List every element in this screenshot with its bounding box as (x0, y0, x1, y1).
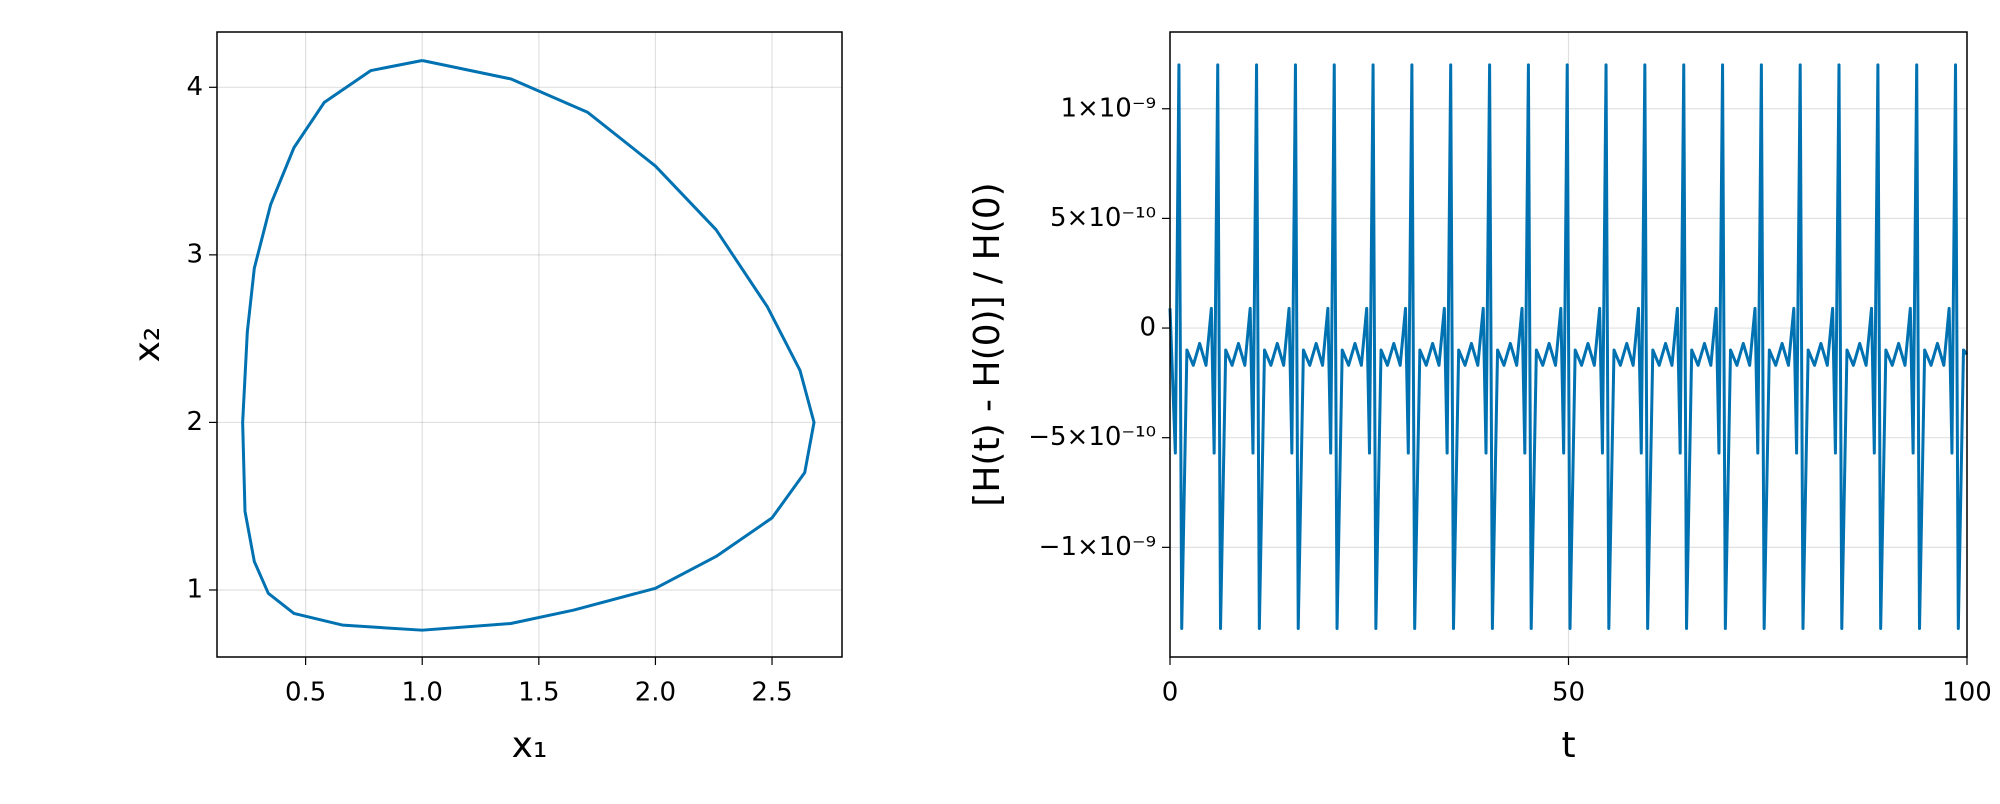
y-tick-label: 0 (1139, 313, 1156, 343)
x-tick-label: 50 (1552, 678, 1585, 708)
plot-frame (1169, 31, 1968, 658)
x-tick-label: 0.5 (285, 678, 326, 708)
y-tick-label: 3 (186, 239, 203, 269)
plot-frame (216, 31, 843, 658)
x-tick-label: 2.5 (751, 678, 792, 708)
y-tick-label: 5×10⁻¹⁰ (1050, 203, 1156, 233)
y-tick-label: 1×10⁻⁹ (1060, 93, 1156, 123)
x-tick-label: 1.5 (518, 678, 559, 708)
y-tick-label: 2 (186, 407, 203, 437)
y-tick-label: −5×10⁻¹⁰ (1028, 422, 1156, 452)
x-axis-label: t (1561, 725, 1575, 766)
y-tick-label: −1×10⁻⁹ (1039, 532, 1156, 562)
data-line (1168, 63, 1969, 630)
x-tick-label: 2.0 (635, 678, 676, 708)
data-line (241, 59, 816, 632)
y-axis-label: [H(t) - H(0)] / H(0) (967, 182, 1008, 506)
x-tick-label: 0 (1162, 678, 1179, 708)
y-axis-label: x₂ (127, 327, 168, 363)
x-tick-label: 1.0 (402, 678, 443, 708)
x-axis-label: x₁ (512, 725, 548, 766)
y-tick-label: 4 (186, 72, 203, 102)
y-tick-label: 1 (186, 574, 203, 604)
x-tick-label: 100 (1942, 678, 1992, 708)
